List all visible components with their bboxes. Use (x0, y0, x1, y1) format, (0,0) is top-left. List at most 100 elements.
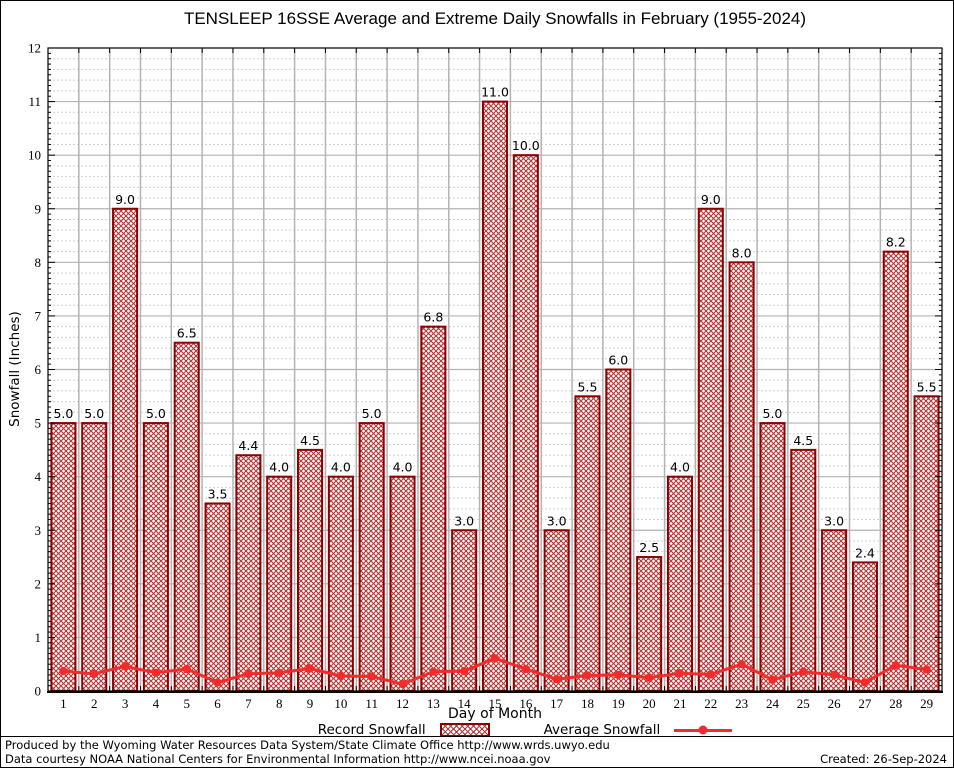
average-point-day-8 (275, 668, 284, 677)
average-point-day-9 (305, 664, 315, 673)
average-point-day-19 (614, 670, 623, 680)
bar-value-label-day-28: 8.2 (886, 235, 906, 250)
average-point-day-15 (490, 654, 500, 663)
bar-value-label-day-13: 6.8 (423, 310, 443, 325)
average-point-day-12 (398, 679, 407, 689)
record-bar-day-16 (512, 154, 539, 693)
x-tick-label-22: 22 (704, 696, 717, 711)
average-point-day-16 (521, 664, 531, 674)
bar-value-label-day-3: 9.0 (115, 192, 135, 207)
x-tick-label-20: 20 (643, 696, 656, 711)
record-bar-day-19 (605, 368, 632, 692)
average-point-day-2 (90, 669, 99, 679)
record-bar-day-28 (882, 250, 909, 692)
bar-value-label-day-21: 4.0 (670, 460, 690, 475)
x-tick-label-14: 14 (458, 696, 472, 711)
x-tick-label-5: 5 (183, 696, 190, 711)
x-tick-label-2: 2 (91, 696, 98, 711)
x-tick-label-27: 27 (858, 696, 872, 711)
record-bar-day-9 (297, 448, 324, 693)
y-tick-label-1: 1 (35, 630, 42, 645)
bar-value-label-day-18: 5.5 (578, 379, 598, 394)
bar-value-label-day-22: 9.0 (701, 192, 721, 207)
average-point-day-10 (336, 671, 346, 681)
bar-value-label-day-9: 4.5 (300, 433, 320, 448)
record-bar-day-15 (481, 100, 509, 692)
x-tick-label-29: 29 (920, 696, 933, 711)
footer-data-courtesy: Data courtesy NOAA National Centers for … (5, 752, 551, 766)
bar-value-label-day-5: 6.5 (177, 326, 197, 341)
bar-value-label-day-12: 4.0 (393, 460, 413, 475)
record-bar-day-5 (173, 341, 200, 692)
record-bar-day-23 (728, 261, 755, 692)
x-tick-label-16: 16 (519, 696, 533, 711)
x-tick-label-24: 24 (766, 696, 780, 711)
x-tick-label-9: 9 (307, 696, 314, 711)
record-bar-day-3 (112, 207, 139, 692)
record-bar-day-20 (636, 556, 663, 692)
x-tick-label-13: 13 (427, 696, 440, 711)
record-bar-day-25 (790, 448, 817, 693)
bar-value-label-day-8: 4.0 (269, 460, 289, 475)
y-tick-label-12: 12 (28, 41, 41, 56)
bar-value-label-day-4: 5.0 (146, 406, 166, 421)
bar-value-label-day-19: 6.0 (608, 353, 628, 368)
x-tick-label-6: 6 (214, 696, 221, 711)
y-tick-label-7: 7 (35, 308, 42, 323)
average-point-day-17 (552, 675, 561, 684)
y-tick-label-3: 3 (35, 523, 42, 538)
average-point-day-6 (213, 678, 222, 687)
bar-value-label-day-10: 4.0 (331, 460, 351, 475)
bar-value-label-day-15: 11.0 (481, 85, 509, 100)
record-snowfall-swatch-icon (439, 723, 490, 737)
footer-produced-by: Produced by the Wyoming Water Resources … (5, 738, 610, 752)
bar-value-label-day-27: 2.4 (855, 545, 875, 560)
plot-border (47, 47, 943, 693)
average-point-day-25 (799, 667, 808, 676)
bar-value-label-day-16: 10.0 (512, 138, 540, 153)
y-tick-label-2: 2 (35, 576, 42, 591)
y-tick-label-11: 11 (28, 94, 41, 109)
average-point-day-3 (120, 662, 130, 671)
average-point-day-20 (644, 673, 654, 682)
record-bar-day-27 (851, 561, 878, 693)
x-tick-label-3: 3 (122, 696, 129, 711)
bar-value-label-day-1: 5.0 (53, 406, 73, 421)
bar-value-label-day-17: 3.0 (547, 513, 567, 528)
average-point-day-11 (367, 672, 376, 681)
average-point-day-13 (429, 667, 438, 676)
average-point-day-29 (922, 665, 931, 674)
average-point-day-23 (737, 660, 746, 669)
x-tick-label-12: 12 (396, 696, 409, 711)
bar-value-labels: 5.0 5.0 9.0 5.0 6.5 3.5 4.4 4.0 4.5 4.0 5.0 4.0 6.8 3… (53, 85, 936, 561)
average-point-day-28 (891, 661, 900, 670)
x-tick-label-10: 10 (334, 696, 347, 711)
average-point-day-22 (706, 670, 715, 679)
bar-value-label-day-2: 5.0 (84, 406, 104, 421)
bar-value-label-day-29: 5.5 (917, 379, 937, 394)
x-tick-label-8: 8 (276, 696, 283, 711)
average-snowfall-line-icon (674, 728, 733, 732)
x-tick-label-7: 7 (245, 696, 252, 711)
x-tick-label-23: 23 (735, 696, 748, 711)
record-bar-day-13 (420, 325, 447, 692)
record-bar-day-26 (821, 529, 848, 692)
average-point-day-18 (583, 671, 592, 680)
record-bar-day-29 (913, 395, 940, 692)
legend-average-label: Average Snowfall (543, 722, 661, 738)
x-tick-label-21: 21 (673, 696, 686, 711)
footer: Produced by the Wyoming Water Resources … (1, 736, 953, 767)
record-bar-day-8 (266, 475, 293, 693)
record-bar-day-21 (666, 475, 693, 693)
record-bar-day-7 (235, 454, 262, 693)
record-bar-day-12 (389, 475, 416, 693)
snowfall-chart: 5.0 5.0 9.0 5.0 6.5 3.5 4.4 4.0 4.5 4.0 5.0 4.0 6.8 3… (28, 41, 943, 712)
bar-value-label-day-11: 5.0 (362, 406, 382, 421)
average-point-day-26 (829, 670, 839, 680)
bar-value-label-day-23: 8.0 (732, 245, 752, 260)
x-tick-label-11: 11 (365, 696, 378, 711)
legend-record-label: Record Snowfall (317, 722, 426, 738)
record-bar-day-2 (81, 422, 108, 692)
